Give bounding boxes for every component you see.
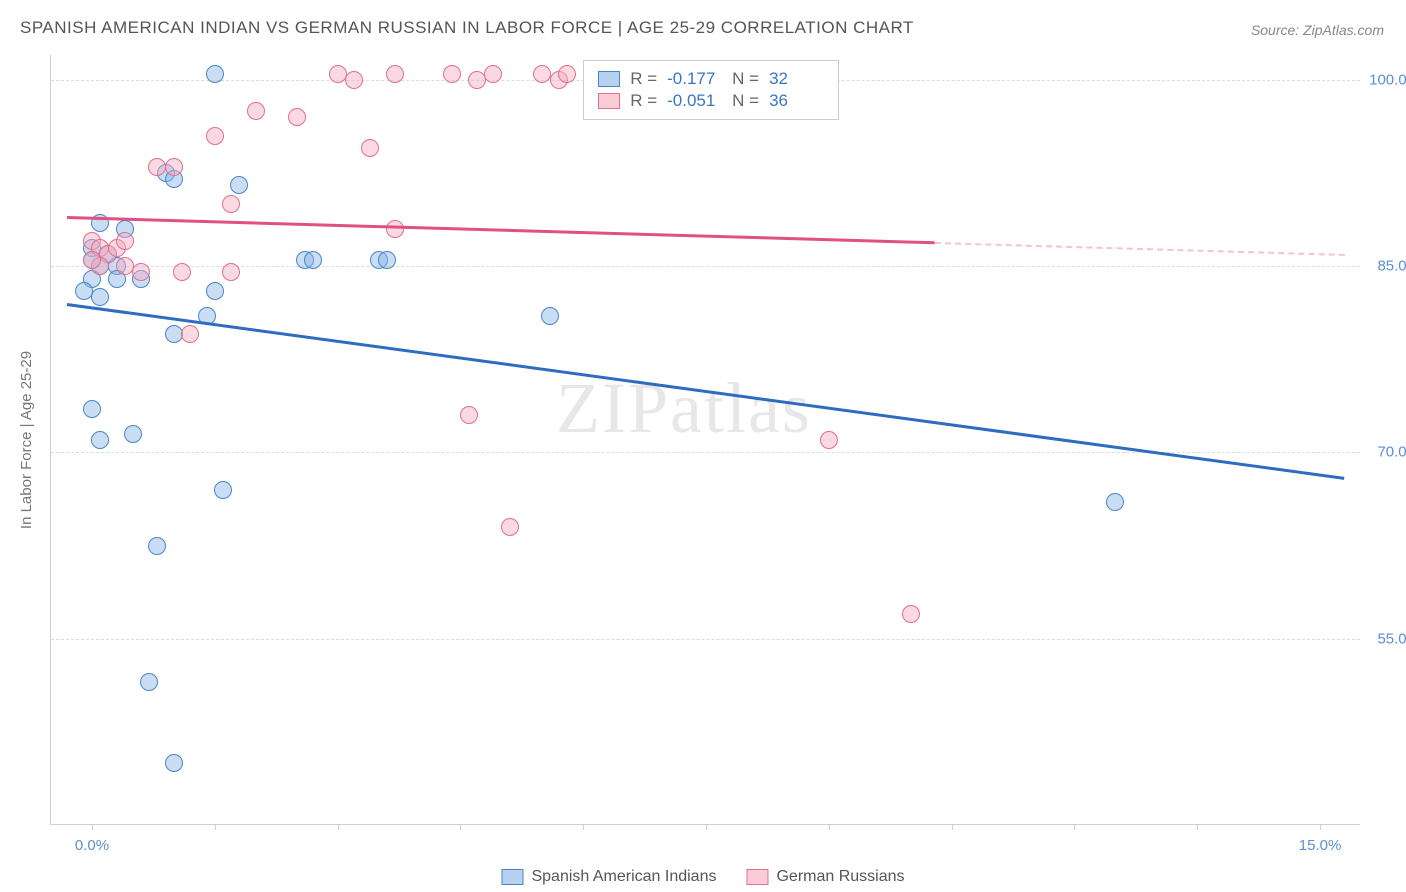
legend-swatch-pink: [746, 869, 768, 885]
scatter-point: [165, 754, 183, 772]
x-tick-label: 0.0%: [75, 837, 109, 854]
x-tick: [92, 824, 93, 830]
scatter-point: [148, 537, 166, 555]
x-tick: [1074, 824, 1075, 830]
x-tick: [1320, 824, 1321, 830]
legend: Spanish American Indians German Russians: [501, 868, 904, 886]
scatter-point: [288, 108, 306, 126]
scatter-point: [116, 232, 134, 250]
x-tick: [706, 824, 707, 830]
scatter-point: [386, 65, 404, 83]
x-tick: [583, 824, 584, 830]
scatter-point: [222, 195, 240, 213]
scatter-point: [247, 102, 265, 120]
stat-r-value: -0.051: [667, 91, 722, 111]
stat-r-label: R =: [630, 69, 657, 89]
scatter-point: [329, 65, 347, 83]
legend-item-1: Spanish American Indians: [501, 868, 716, 886]
scatter-point: [165, 158, 183, 176]
chart-title: SPANISH AMERICAN INDIAN VS GERMAN RUSSIA…: [20, 18, 914, 38]
x-tick-label: 15.0%: [1299, 837, 1342, 854]
stat-r-label: R =: [630, 91, 657, 111]
scatter-point: [140, 673, 158, 691]
legend-label-1: Spanish American Indians: [531, 868, 716, 886]
stats-box: R = -0.177 N = 32 R = -0.051 N = 36: [583, 60, 839, 120]
stats-swatch: [598, 93, 620, 109]
scatter-point: [533, 65, 551, 83]
scatter-point: [1106, 493, 1124, 511]
scatter-point: [820, 431, 838, 449]
y-tick-label: 100.0%: [1365, 71, 1406, 88]
scatter-point: [148, 158, 166, 176]
scatter-point: [378, 251, 396, 269]
x-tick: [338, 824, 339, 830]
scatter-point: [230, 176, 248, 194]
scatter-point: [91, 288, 109, 306]
legend-swatch-blue: [501, 869, 523, 885]
stat-n-value: 32: [769, 69, 824, 89]
x-tick: [829, 824, 830, 830]
stat-n-value: 36: [769, 91, 824, 111]
plot-area: 55.0%70.0%85.0%100.0%0.0%15.0%ZIPatlasR …: [50, 55, 1360, 825]
scatter-point: [214, 481, 232, 499]
y-tick-label: 70.0%: [1365, 444, 1406, 461]
legend-label-2: German Russians: [776, 868, 904, 886]
x-tick: [215, 824, 216, 830]
scatter-point: [206, 65, 224, 83]
scatter-point: [345, 71, 363, 89]
stat-r-value: -0.177: [667, 69, 722, 89]
stats-swatch: [598, 71, 620, 87]
scatter-point: [460, 406, 478, 424]
x-tick: [460, 824, 461, 830]
scatter-point: [541, 307, 559, 325]
trend-line: [935, 242, 1344, 256]
watermark: ZIPatlas: [556, 367, 812, 450]
scatter-point: [443, 65, 461, 83]
gridline: [51, 266, 1360, 267]
stats-row: R = -0.051 N = 36: [598, 91, 824, 111]
scatter-point: [75, 282, 93, 300]
y-tick-label: 85.0%: [1365, 258, 1406, 275]
x-tick: [1197, 824, 1198, 830]
scatter-point: [173, 263, 191, 281]
scatter-point: [206, 282, 224, 300]
scatter-point: [124, 425, 142, 443]
scatter-point: [501, 518, 519, 536]
source-attribution: Source: ZipAtlas.com: [1251, 22, 1384, 38]
x-tick: [952, 824, 953, 830]
scatter-point: [361, 139, 379, 157]
scatter-point: [206, 127, 224, 145]
gridline: [51, 639, 1360, 640]
scatter-point: [386, 220, 404, 238]
scatter-point: [484, 65, 502, 83]
scatter-point: [83, 400, 101, 418]
scatter-point: [902, 605, 920, 623]
scatter-point: [468, 71, 486, 89]
scatter-point: [222, 263, 240, 281]
scatter-point: [558, 65, 576, 83]
scatter-point: [116, 257, 134, 275]
stat-n-label: N =: [732, 69, 759, 89]
scatter-point: [83, 251, 101, 269]
y-axis-title: In Labor Force | Age 25-29: [18, 351, 35, 529]
scatter-point: [91, 431, 109, 449]
trend-line: [67, 216, 935, 244]
scatter-point: [132, 263, 150, 281]
scatter-point: [165, 325, 183, 343]
stat-n-label: N =: [732, 91, 759, 111]
scatter-point: [304, 251, 322, 269]
stats-row: R = -0.177 N = 32: [598, 69, 824, 89]
scatter-point: [181, 325, 199, 343]
y-tick-label: 55.0%: [1365, 630, 1406, 647]
legend-item-2: German Russians: [746, 868, 904, 886]
